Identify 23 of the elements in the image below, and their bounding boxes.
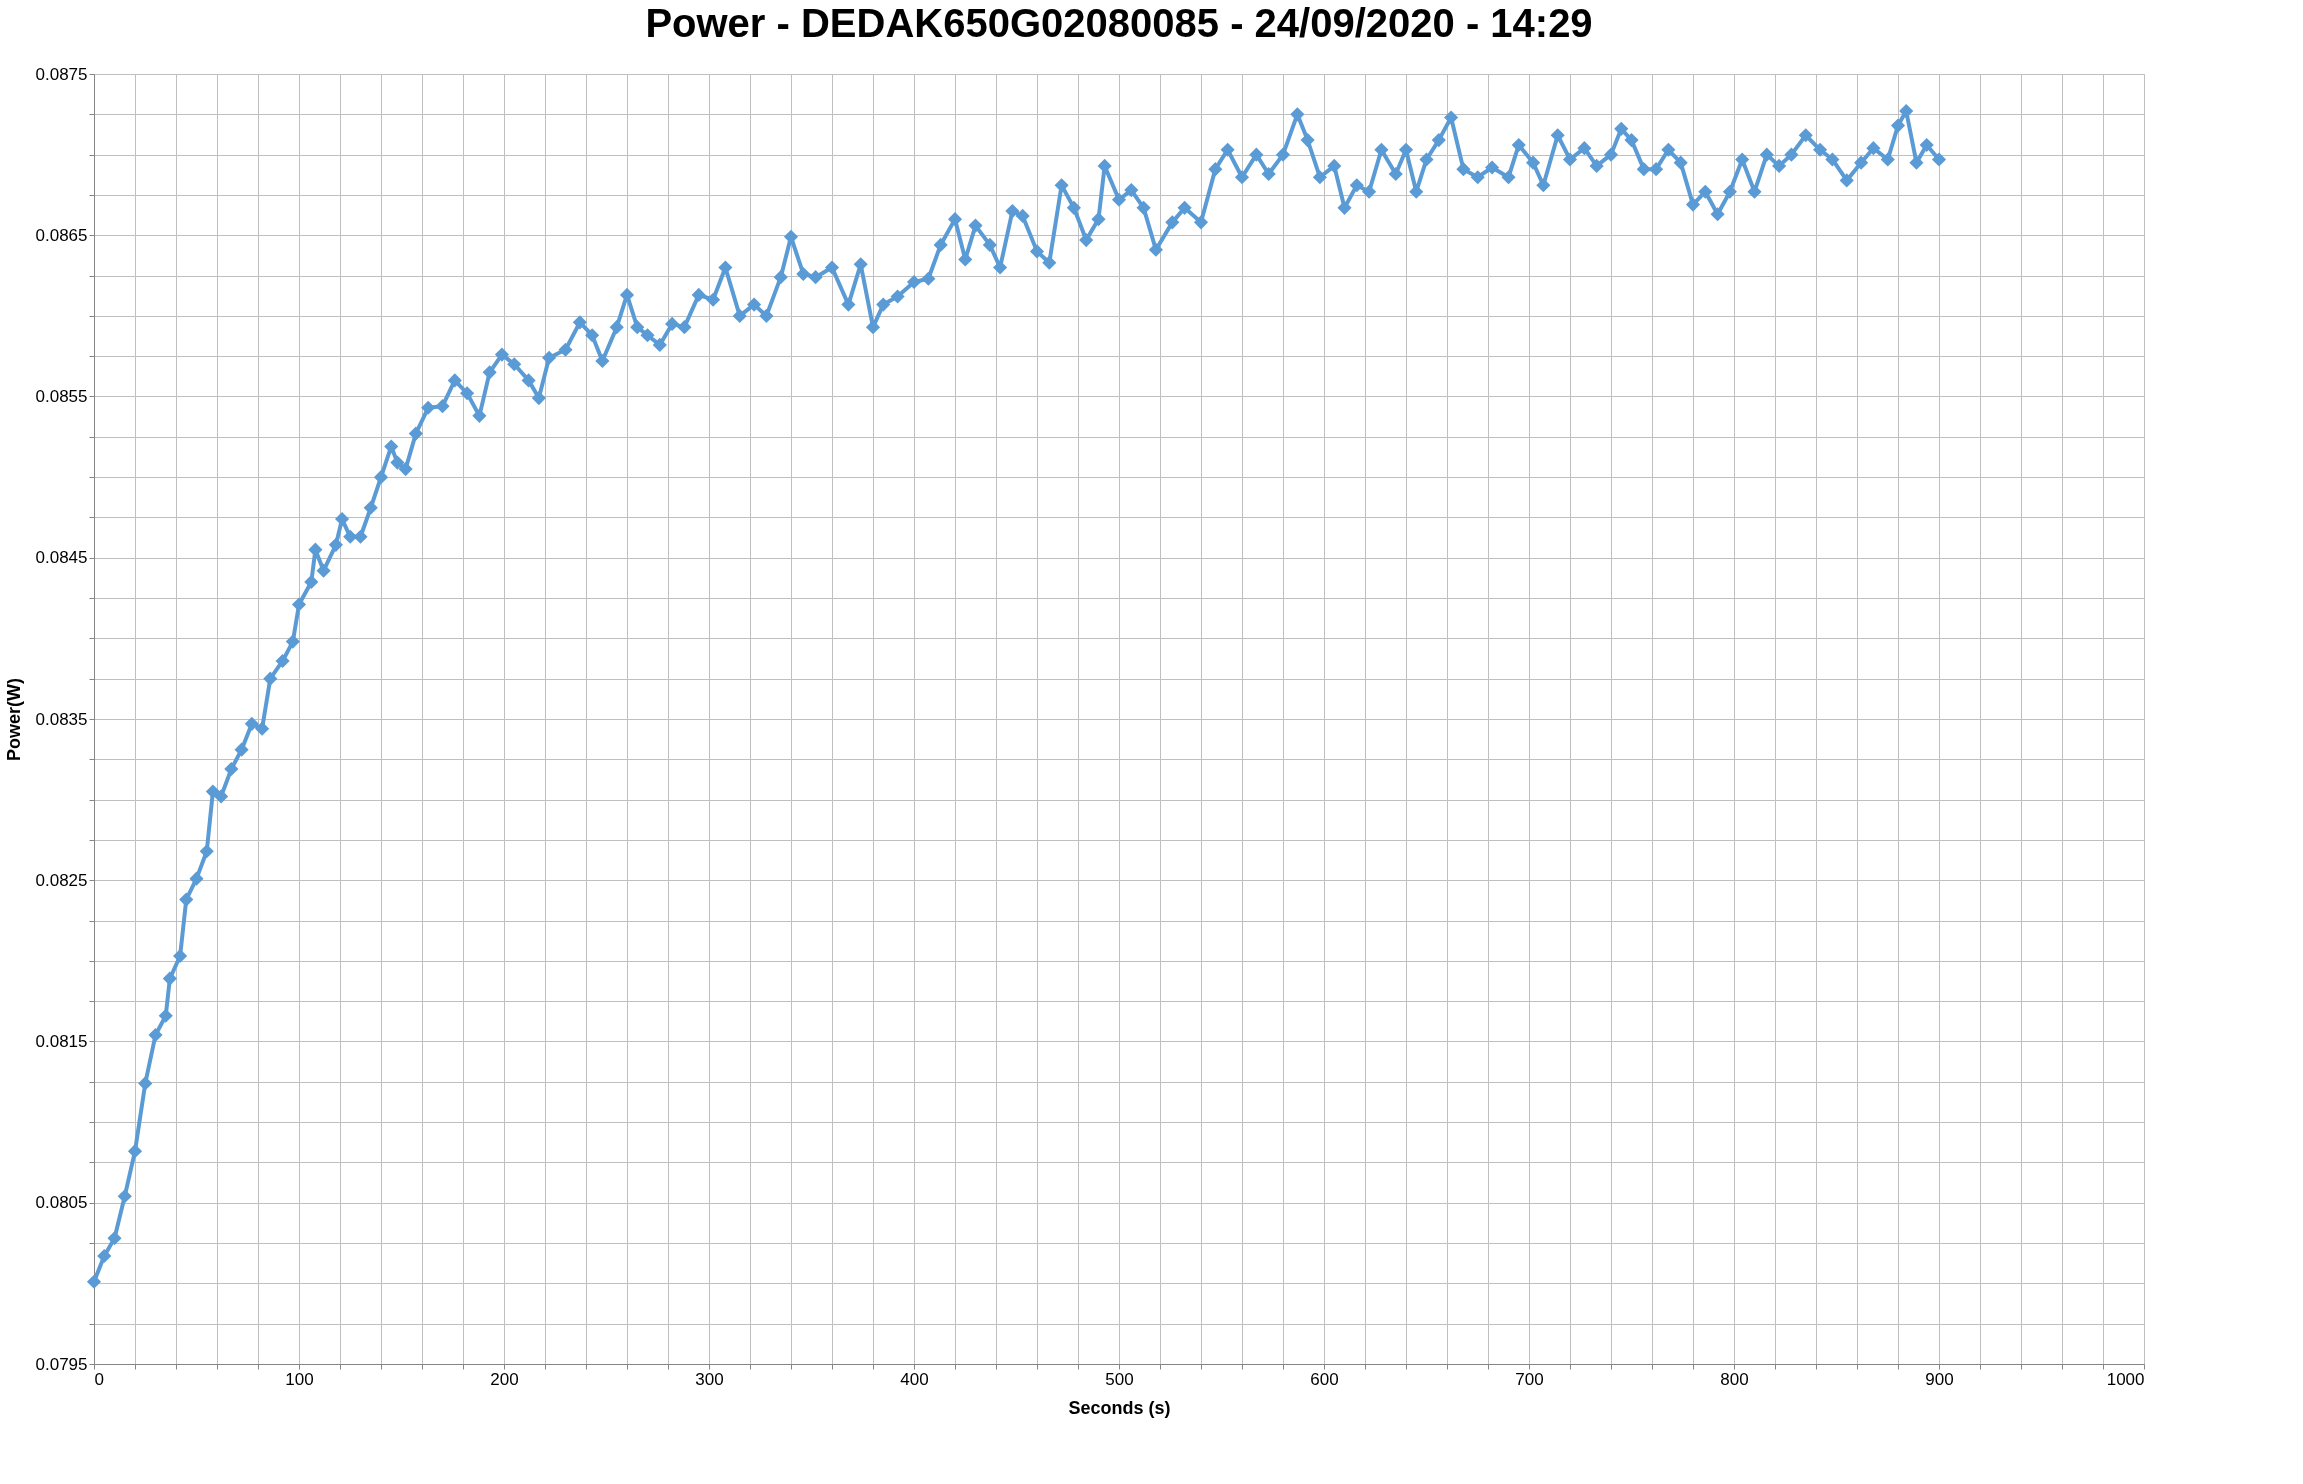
y-tick-label: 0.0855 [35,387,88,406]
x-tick-label: 100 [285,1369,314,1389]
x-tick-label: 400 [900,1369,929,1389]
y-tick-label: 0.0845 [35,548,88,568]
chart-title: Power - DEDAK650G02080085 - 24/09/2020 - 14:29 [645,1,1593,45]
x-tick-label: 500 [1105,1369,1134,1389]
x-tick-label: 0 [94,1369,104,1389]
y-tick-label: 0.0815 [35,1032,88,1051]
y-tick-label: 0.0865 [35,225,88,245]
x-tick-label: 800 [1720,1369,1749,1389]
x-tick-label: 700 [1515,1369,1544,1389]
x-tick-label: 600 [1310,1369,1339,1389]
x-tick-label: 900 [1925,1369,1954,1389]
x-tick-label: 1000 [2106,1369,2145,1389]
y-tick-label: 0.0835 [35,709,88,729]
y-tick-label: 0.0875 [35,64,88,84]
y-tick-label: 0.0795 [35,1354,88,1374]
y-axis-title: Power(W) [3,678,24,761]
y-tick-label: 0.0825 [35,870,88,890]
x-tick-label: 200 [490,1369,519,1389]
y-tick-label: 0.0805 [35,1193,88,1213]
x-tick-label: 300 [695,1369,724,1389]
x-axis-title: Seconds (s) [1068,1397,1171,1418]
